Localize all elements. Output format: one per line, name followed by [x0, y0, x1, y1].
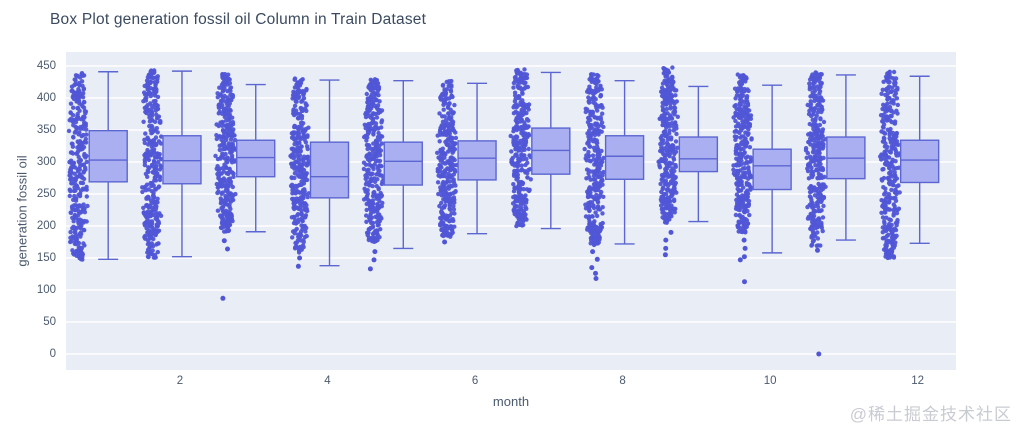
outlier-point [742, 279, 747, 285]
outlier-point [220, 295, 226, 301]
y-tick-label-50: 50 [43, 316, 56, 328]
watermark: @稀土掘金技术社区 [849, 405, 1012, 424]
outlier-point [442, 239, 448, 245]
y-tick-label-200: 200 [36, 220, 56, 232]
point-strip-month-11 [803, 70, 828, 357]
y-tick-label-350: 350 [36, 124, 56, 136]
box-month-4 [309, 79, 350, 267]
y-tick-label-400: 400 [36, 92, 56, 104]
box-month-8 [604, 80, 645, 245]
point-strip-month-12 [878, 69, 902, 261]
box-rect [162, 135, 202, 185]
point-strip-month-6 [435, 78, 459, 245]
y-axis-title: generation fossil oil [14, 155, 30, 267]
y-tick-label-450: 450 [36, 60, 56, 72]
outlier-point [668, 229, 674, 235]
box-month-5 [383, 80, 423, 250]
y-tick-label-0: 0 [49, 348, 56, 360]
point-strip-month-8 [582, 72, 606, 281]
box-rect [309, 141, 350, 199]
x-tick-label-4: 4 [324, 375, 331, 387]
box-rect [457, 140, 497, 181]
x-tick-label-12: 12 [911, 375, 925, 387]
box-rect [604, 135, 645, 180]
outlier-point [742, 245, 748, 251]
outlier-point [297, 255, 303, 261]
box-month-11 [826, 74, 866, 241]
outlier-point [662, 252, 668, 258]
outlier-point [741, 254, 747, 260]
y-tick-label-300: 300 [36, 156, 56, 168]
outlier-point [221, 238, 227, 244]
point-strip-month-5 [361, 77, 386, 272]
outlier-point [663, 237, 669, 243]
outlier-point [816, 351, 822, 357]
chart-title: Box Plot generation fossil oil Column in… [50, 11, 427, 28]
box-rect [88, 129, 128, 183]
outlier-point [295, 263, 301, 269]
y-tick-label-100: 100 [36, 284, 56, 296]
box-month-6 [457, 82, 497, 235]
outlier-point [593, 276, 599, 281]
x-tick-label-8: 8 [619, 375, 626, 387]
box-rect [236, 139, 276, 178]
outlier-point [593, 270, 598, 276]
outlier-point [225, 246, 230, 252]
outlier-point [815, 247, 820, 253]
outlier-point [367, 266, 373, 272]
x-tick-label-2: 2 [176, 375, 184, 387]
point-strip-month-1 [66, 71, 90, 262]
box-month-9 [678, 85, 719, 223]
outlier-point [589, 265, 595, 271]
box-rect [899, 139, 940, 184]
box-rect [383, 141, 423, 186]
plot-area[interactable] [66, 52, 956, 370]
box-month-7 [531, 71, 571, 230]
point-strip-month-4 [288, 76, 312, 269]
outlier-point [741, 237, 747, 243]
box-month-3 [236, 83, 276, 233]
box-rect [678, 136, 719, 173]
outlier-point [663, 245, 669, 251]
point-strip-month-7 [508, 67, 533, 229]
point-strip-month-9 [656, 65, 680, 258]
box-rect [752, 148, 792, 191]
x-axis-title: month [492, 394, 530, 409]
outlier-point [590, 249, 596, 255]
outlier-point [372, 249, 378, 255]
point-strip-month-10 [731, 72, 755, 285]
box-month-1 [88, 71, 128, 260]
point-strip-month-2 [140, 68, 165, 260]
outlier-point [371, 257, 377, 263]
boxplot-canvas[interactable] [66, 52, 956, 370]
box-month-10 [752, 84, 792, 254]
point-strip-month-3 [213, 72, 238, 301]
y-tick-label-250: 250 [36, 188, 56, 200]
x-tick-label-10: 10 [763, 375, 777, 387]
outlier-point [594, 256, 600, 262]
x-tick-label-6: 6 [471, 375, 479, 387]
box-month-2 [162, 70, 202, 258]
y-tick-label-150: 150 [36, 252, 56, 264]
box-month-12 [899, 75, 940, 244]
outlier-point [737, 257, 743, 263]
